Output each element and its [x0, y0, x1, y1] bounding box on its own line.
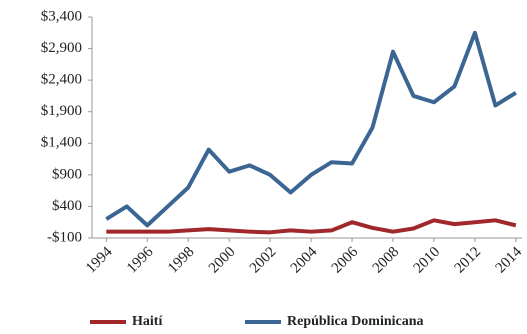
- series-line: [105, 30, 517, 228]
- x-tick-label: 1994: [83, 244, 116, 277]
- x-tick-label: 2014: [493, 244, 526, 277]
- x-tick-label: 2008: [370, 244, 403, 277]
- y-tick-label: $2,900: [41, 40, 82, 56]
- y-tick-label: $400: [52, 198, 82, 214]
- x-tick-label: 2006: [329, 244, 362, 277]
- y-tick-label: $3,400: [41, 8, 82, 24]
- x-tick-label: 1998: [165, 244, 198, 277]
- x-tick-label: 2000: [206, 244, 239, 277]
- legend-label: Haití: [132, 314, 163, 329]
- y-tick-label: -$100: [47, 229, 82, 245]
- legend-label: República Dominicana: [287, 314, 424, 329]
- x-tick-label: 1996: [124, 244, 157, 277]
- y-tick-label: $900: [52, 166, 82, 182]
- y-tick-label: $2,400: [41, 72, 82, 88]
- x-tick-label: 2010: [411, 244, 444, 277]
- y-tick-label: $1,400: [41, 135, 82, 151]
- x-tick-label: 2002: [247, 244, 280, 277]
- x-tick-label: 2004: [288, 244, 321, 277]
- x-tick-label: 2012: [452, 244, 485, 277]
- y-tick-label: $1,900: [41, 103, 82, 119]
- series-line: [106, 218, 517, 235]
